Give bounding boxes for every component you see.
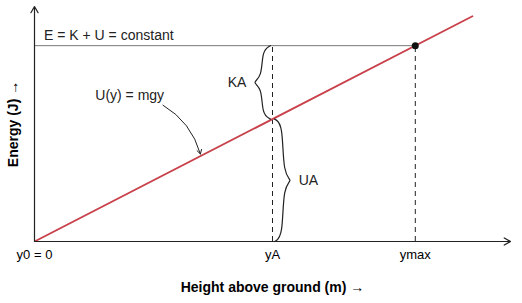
svg-text:KA: KA [228,74,247,90]
svg-text:yA: yA [265,247,281,262]
svg-text:Height above ground (m) →: Height above ground (m) → [181,279,365,295]
svg-text:Energy (J) →: Energy (J) → [5,81,21,167]
svg-text:UA: UA [299,172,319,188]
svg-text:U(y) = mgy: U(y) = mgy [95,87,164,103]
svg-text:y0 = 0: y0 = 0 [17,247,53,262]
svg-text:E = K + U = constant: E = K + U = constant [44,27,174,43]
svg-text:ymax: ymax [400,247,432,262]
